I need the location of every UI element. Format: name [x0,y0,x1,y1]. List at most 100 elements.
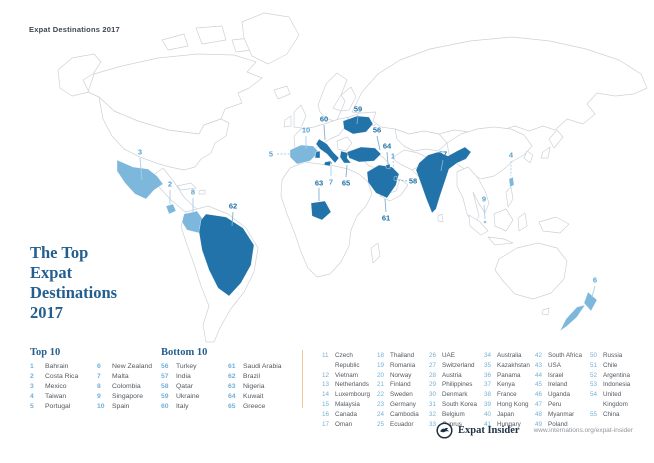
list-item-country: USA [548,361,561,369]
list-item-rank: 41 [484,420,492,428]
map-label-kuwait: 64 [383,142,392,151]
list-item-rank: 9 [97,393,101,400]
list-item-rank: 3 [30,383,34,390]
map-callout-line-ukraine [356,114,359,125]
list-item: 64 Kuwait [228,392,290,402]
list-column: 11 Czech Republic 12 Vietnam 13 Netherlands 14… [322,351,377,429]
list-item: 52 Argentina [590,371,650,381]
bottom10-columns: 56 Turkey 57 India 58 Qatar 59 Ukraine 60 Italy 61… [161,362,295,412]
list-item-country: Taiwan [45,393,67,400]
middle-ranking-list: 11 Czech Republic 12 Vietnam 13 Netherlands 14… [322,351,650,429]
list-item-country: Italy [176,403,189,410]
map-callout-line-saudi-arabia [384,198,387,213]
ranking-lists: Top 10 1 Bahrain 2 Costa Rica 3 Mexico 4 Taiwan… [0,347,654,428]
page-title: The Top Expat Destinations 2017 [30,243,117,323]
list-item-rank: 8 [97,383,101,390]
list-item-rank: 60 [161,403,169,410]
list-item-rank: 21 [377,381,385,389]
list-item-rank: 61 [228,363,236,370]
list-item-country: Romania [390,361,416,369]
list-item-country: Canada [335,410,358,418]
country-greece [339,150,352,164]
map-label-malta: 7 [329,178,333,187]
list-item: 14 Luxembourg [322,390,377,400]
map-label-mexico: 3 [138,148,142,157]
list-item-country: Kuwait [243,393,264,400]
top10-columns: 1 Bahrain 2 Costa Rica 3 Mexico 4 Taiwan 5 Portug… [30,362,160,412]
map-label-bahrain: 1 [391,152,395,161]
list-item-rank: 38 [484,391,492,399]
map-label-spain: 10 [302,126,310,135]
list-item: 29 Philippines [429,380,484,390]
list-item-country: South Korea [442,400,478,408]
list-item-country: Bahrain [45,363,69,370]
list-item-country: Thailand [390,352,415,359]
list-item-country: Malta [112,373,129,380]
list-item-country: Israel [548,371,564,379]
list-item-rank: 7 [97,373,101,380]
list-item: 21 Finland [377,380,429,390]
list-item: 54 United Kingdom [590,390,650,410]
list-column: 18 Thailand 19 Romania 20 Norway 21 Finland 22 Sw… [377,351,429,429]
list-column: 34 Australia 35 Kazakhstan 36 Panama 37 Kenya 38… [484,351,535,429]
list-item-rank: 19 [377,361,385,369]
country-costa-rica [165,203,177,215]
list-item-rank: 44 [535,371,543,379]
list-item-country: Japan [497,410,515,418]
map-callout-line-brazil [231,211,234,227]
list-item: 42 South Africa [535,351,590,361]
list-item: 60 Italy [161,402,228,412]
list-item-country: Greece [243,403,266,410]
map-callout-line-india [440,159,444,172]
list-item-rank: 62 [228,373,236,380]
map-landmasses [57,12,648,343]
list-item-rank: 13 [322,381,330,389]
country-italy [315,138,340,164]
title-line: 2017 [30,303,63,322]
list-item: 15 Malaysia [322,400,377,410]
list-item: 51 Chile [590,361,650,371]
list-item: 35 Kazakhstan [484,361,535,371]
list-item: 33 Cyprus [429,420,484,430]
list-item-country: Kenya [497,381,515,389]
list-item: 34 Australia [484,351,535,361]
map-label-costa-rica: 2 [168,180,172,189]
list-item-rank: 10 [97,403,105,410]
internations-bird-logo [436,422,453,439]
list-column: 26 UAE 27 Switzerland 28 Austria 29 Philippines… [429,351,484,429]
list-item: 25 Ecuador [377,420,429,430]
list-item-country: Chile [603,361,618,369]
list-item-rank: 64 [228,393,236,400]
list-item-country: Cyprus [442,420,462,428]
list-item-rank: 57 [161,373,169,380]
list-item: 41 Hungary [484,420,535,430]
list-item: 59 Ukraine [161,392,228,402]
list-item-country: Singapore [112,393,143,400]
country-brazil [198,213,255,297]
map-label-italy: 60 [320,115,328,124]
list-item-rank: 18 [377,352,385,359]
list-item-country: Hungary [497,420,521,428]
list-item: 65 Greece [228,402,290,412]
list-column: 1 Bahrain 2 Costa Rica 3 Mexico 4 Taiwan 5 Portug… [30,362,97,412]
list-item: 24 Cambodia [377,410,429,420]
list-item: 50 Russia [590,351,650,361]
list-item-rank: 46 [535,391,543,399]
list-item: 28 Austria [429,371,484,381]
top10-list: Top 10 1 Bahrain 2 Costa Rica 3 Mexico 4 Taiwan… [30,347,160,412]
footer: Expat Insider www.internations.org/expat… [436,422,633,439]
list-item-rank: 16 [322,410,330,418]
list-item: 20 Norway [377,371,429,381]
list-item-country: Ireland [548,381,568,389]
list-item-country: Philippines [442,381,473,389]
map-label-saudi-arabia: 61 [382,214,390,223]
list-item: 39 Hong Kong [484,400,535,410]
map-top10-countries [116,144,598,332]
list-item-country: India [176,373,191,380]
list-item-rank: 50 [590,352,598,359]
list-item-rank: 5 [30,403,34,410]
bottom10-heading: Bottom 10 [161,347,208,358]
list-item-country: France [497,391,517,399]
list-item: 38 France [484,390,535,400]
